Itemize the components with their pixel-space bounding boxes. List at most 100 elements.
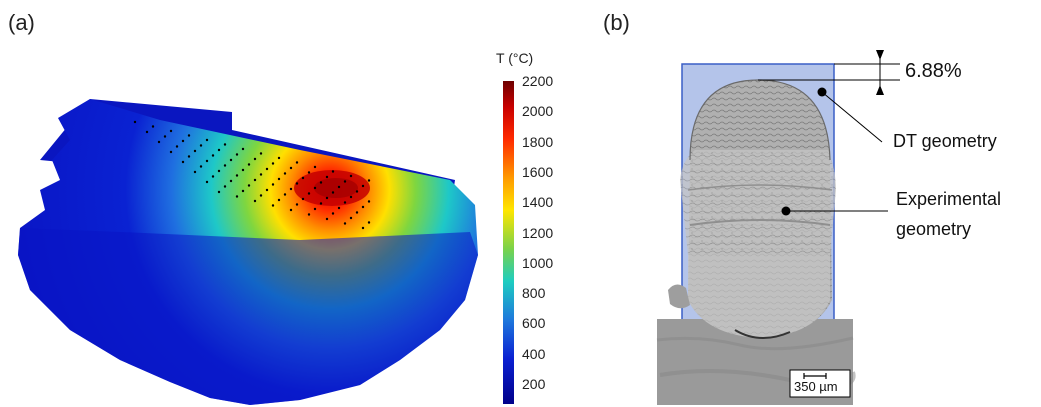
mesh-node bbox=[361, 226, 365, 230]
mesh-node bbox=[181, 139, 185, 143]
colorbar-tick-label: 600 bbox=[522, 315, 546, 332]
mesh-node bbox=[325, 175, 329, 179]
mesh-node bbox=[151, 125, 155, 128]
colorbar-tick-label: 1000 bbox=[522, 254, 554, 271]
mesh-node bbox=[265, 167, 269, 171]
mesh-node bbox=[367, 221, 371, 224]
experimental-label-line1: Experimental bbox=[896, 189, 1002, 209]
mesh-node bbox=[211, 154, 215, 157]
colorbar-tick-label: 2000 bbox=[522, 103, 554, 120]
mesh-node bbox=[241, 147, 245, 151]
mesh-node bbox=[157, 140, 161, 144]
mesh-node bbox=[199, 144, 203, 147]
mesh-node bbox=[289, 208, 293, 212]
mesh-node bbox=[259, 152, 263, 155]
mesh-node bbox=[295, 203, 299, 206]
scale-bar-label: 350 µm bbox=[794, 379, 838, 394]
mesh-node bbox=[241, 189, 245, 193]
mesh-node bbox=[343, 222, 347, 225]
mesh-node bbox=[211, 175, 215, 178]
mesh-node bbox=[313, 186, 317, 190]
experimental-label-line2: geometry bbox=[896, 219, 972, 239]
mesh-node bbox=[253, 178, 257, 182]
mesh-node bbox=[181, 160, 185, 164]
mesh-node bbox=[229, 179, 233, 183]
mesh-node bbox=[343, 180, 347, 183]
mesh-node bbox=[271, 183, 275, 186]
mesh-node bbox=[223, 143, 227, 146]
colorbar-tick-label: 200 bbox=[522, 376, 546, 392]
mesh-node bbox=[337, 185, 341, 189]
mesh-node bbox=[247, 184, 251, 187]
mesh-node bbox=[295, 161, 299, 164]
mesh-node bbox=[361, 184, 365, 188]
mesh-node bbox=[283, 172, 287, 175]
mesh-node bbox=[277, 198, 281, 202]
mesh-node bbox=[301, 176, 305, 180]
mesh-node bbox=[307, 171, 311, 174]
mesh-node bbox=[307, 213, 311, 216]
mesh-node bbox=[319, 181, 323, 184]
mesh-node bbox=[355, 190, 359, 193]
colorbar-tick-label: 1400 bbox=[522, 194, 554, 211]
mesh-node bbox=[223, 164, 227, 167]
mesh-node bbox=[367, 179, 371, 182]
mesh-node bbox=[301, 197, 305, 201]
mesh-node bbox=[193, 170, 197, 174]
mesh-node bbox=[349, 195, 353, 199]
mesh-node bbox=[193, 149, 197, 153]
mesh-node bbox=[235, 153, 239, 156]
melt-pool-simulation bbox=[18, 99, 478, 405]
mesh-node bbox=[223, 185, 227, 188]
mesh-node bbox=[313, 165, 317, 169]
mesh-node bbox=[343, 201, 347, 204]
mesh-node bbox=[247, 163, 251, 166]
mesh-node bbox=[313, 207, 317, 211]
mesh-node bbox=[205, 138, 209, 142]
mesh-node bbox=[145, 130, 149, 134]
mesh-node bbox=[253, 199, 257, 203]
mesh-node bbox=[253, 157, 257, 161]
colorbar-tick-label: 800 bbox=[522, 285, 546, 302]
scale-bar bbox=[789, 369, 851, 398]
mesh-node bbox=[325, 217, 329, 221]
mesh-node bbox=[163, 135, 167, 138]
colorbar-tick-label: 2200 bbox=[522, 73, 554, 89]
mesh-node bbox=[205, 159, 209, 163]
mesh-node-points bbox=[133, 120, 371, 230]
dt-geometry-label: DT geometry bbox=[893, 131, 997, 151]
mesh-node bbox=[349, 216, 353, 220]
mesh-node bbox=[175, 145, 179, 148]
mesh-node bbox=[265, 188, 269, 192]
percentage-label: 6.88% bbox=[905, 60, 962, 82]
mesh-node bbox=[259, 173, 263, 176]
mesh-node bbox=[217, 190, 221, 194]
panel-label-b: (b) bbox=[603, 10, 630, 35]
mesh-node bbox=[325, 196, 329, 200]
height-dimension bbox=[758, 50, 900, 95]
colorbar bbox=[503, 81, 514, 404]
mesh-node bbox=[235, 174, 239, 177]
mesh-node bbox=[337, 206, 341, 210]
mesh-node bbox=[289, 166, 293, 170]
mesh-node bbox=[199, 165, 203, 168]
mesh-node bbox=[277, 177, 281, 181]
mesh-node bbox=[187, 134, 191, 137]
mesh-node bbox=[271, 204, 275, 207]
panel-label-a: (a) bbox=[8, 10, 35, 35]
colorbar-tick-label: 1800 bbox=[522, 133, 554, 150]
mesh-node bbox=[367, 200, 371, 203]
mesh-node bbox=[295, 182, 299, 185]
colorbar-tick-label: 1200 bbox=[522, 224, 554, 241]
mesh-node bbox=[133, 120, 137, 124]
mesh-node bbox=[229, 158, 233, 162]
mesh-node bbox=[169, 150, 173, 154]
colorbar-tick-label: 1600 bbox=[522, 163, 554, 180]
mesh-node bbox=[289, 187, 293, 191]
mesh-node bbox=[331, 170, 335, 173]
mesh-node bbox=[331, 191, 335, 194]
mesh-node bbox=[217, 169, 221, 173]
mesh-node bbox=[187, 155, 191, 158]
mesh-node bbox=[355, 211, 359, 214]
